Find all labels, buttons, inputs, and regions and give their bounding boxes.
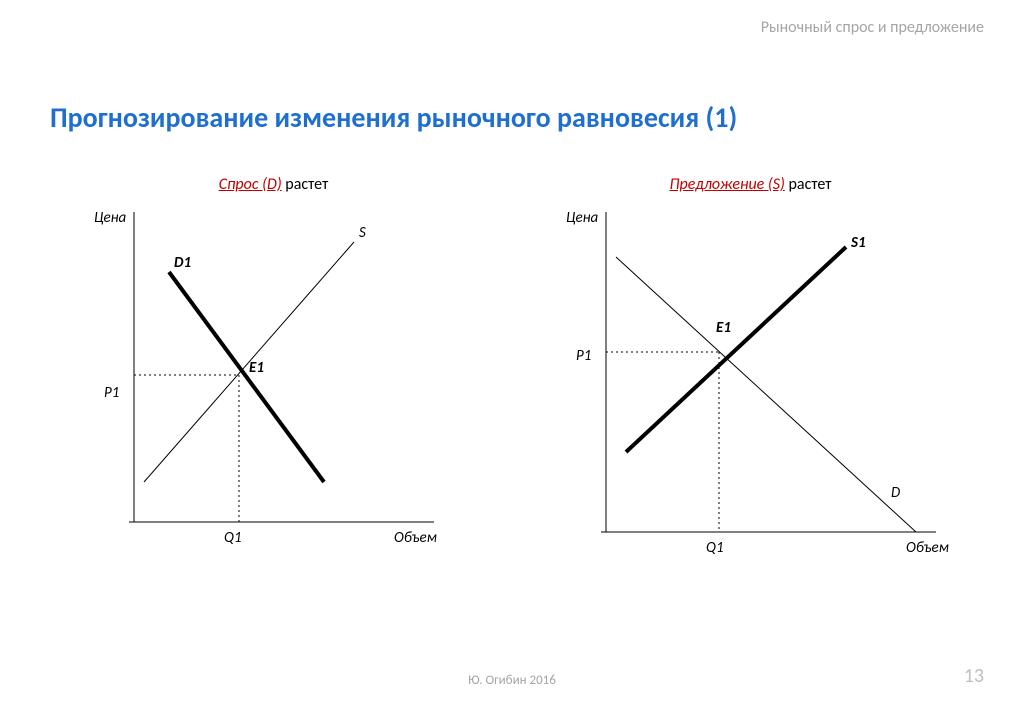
left-caption-underlined: Спрос (D) [219, 175, 282, 194]
d1-label: D1 [174, 254, 191, 272]
d-label: D [891, 484, 900, 502]
right-chart: Цена Объем S1 D E1 P1 Q1 [536, 202, 966, 572]
x-axis-label: Объем [394, 529, 437, 547]
p1-label: P1 [104, 384, 119, 402]
q1-label: Q1 [706, 539, 724, 557]
s1-label: S1 [850, 234, 866, 252]
q1-label: Q1 [224, 529, 242, 547]
y-axis-label: Цена [94, 209, 127, 227]
left-caption-grows: растет [282, 175, 329, 194]
right-panel: Предложение (S) растет Цена Объем S1 D E… [527, 175, 974, 572]
right-caption-underlined: Предложение (S) [670, 175, 785, 194]
e1-label: E1 [249, 359, 264, 377]
left-caption: Спрос (D) растет [50, 175, 497, 194]
demand-line [616, 257, 916, 532]
footer-page-number: 13 [964, 664, 984, 688]
supply-s1-line [626, 247, 846, 452]
right-caption-grows: растет [785, 175, 832, 194]
left-chart: Цена Объем S D1 E1 P1 Q1 [64, 202, 484, 562]
y-axis-label: Цена [566, 209, 599, 227]
e1-label: E1 [716, 319, 731, 337]
charts-row: Спрос (D) растет Цена Объем S D1 E1 P1 Q… [50, 175, 974, 572]
s-label: S [359, 224, 366, 242]
footer-author: Ю. Огибин 2016 [0, 673, 1024, 688]
left-panel: Спрос (D) растет Цена Объем S D1 E1 P1 Q… [50, 175, 497, 572]
p1-label: P1 [576, 347, 591, 365]
right-caption: Предложение (S) растет [527, 175, 974, 194]
section-header: Рыночный спрос и предложение [761, 18, 984, 37]
page-title: Прогнозирование изменения рыночного равн… [50, 100, 737, 135]
x-axis-label: Объем [906, 539, 949, 557]
